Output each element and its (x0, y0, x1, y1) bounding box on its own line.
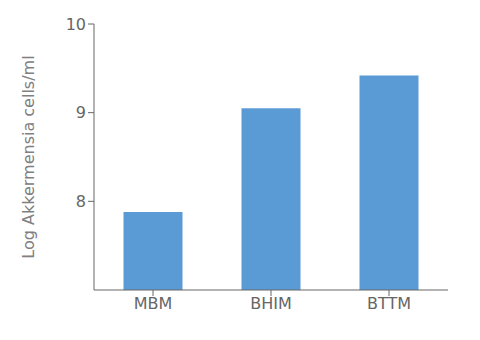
svg-text:9: 9 (76, 103, 86, 122)
svg-text:Log Akkermensia cells/ml: Log Akkermensia cells/ml (19, 55, 38, 258)
svg-text:MBM: MBM (134, 294, 173, 313)
svg-text:BHIM: BHIM (250, 294, 292, 313)
svg-text:8: 8 (76, 192, 86, 211)
svg-text:BTTM: BTTM (367, 294, 411, 313)
svg-text:10: 10 (66, 15, 86, 34)
